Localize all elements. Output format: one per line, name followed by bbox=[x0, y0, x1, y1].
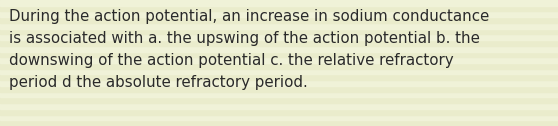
Bar bbox=[0, 11, 558, 17]
Bar bbox=[0, 109, 558, 115]
Bar bbox=[0, 6, 558, 11]
Bar bbox=[0, 23, 558, 29]
Bar bbox=[0, 52, 558, 57]
Bar bbox=[0, 17, 558, 23]
Text: During the action potential, an increase in sodium conductance
is associated wit: During the action potential, an increase… bbox=[9, 9, 489, 90]
Bar bbox=[0, 57, 558, 63]
Bar bbox=[0, 120, 558, 126]
Bar bbox=[0, 80, 558, 86]
Bar bbox=[0, 86, 558, 92]
Bar bbox=[0, 115, 558, 120]
Bar bbox=[0, 69, 558, 74]
Bar bbox=[0, 29, 558, 34]
Bar bbox=[0, 40, 558, 46]
Bar bbox=[0, 46, 558, 52]
Bar bbox=[0, 34, 558, 40]
Bar bbox=[0, 103, 558, 109]
Bar bbox=[0, 97, 558, 103]
Bar bbox=[0, 0, 558, 6]
Bar bbox=[0, 63, 558, 69]
Bar bbox=[0, 74, 558, 80]
Bar bbox=[0, 92, 558, 97]
